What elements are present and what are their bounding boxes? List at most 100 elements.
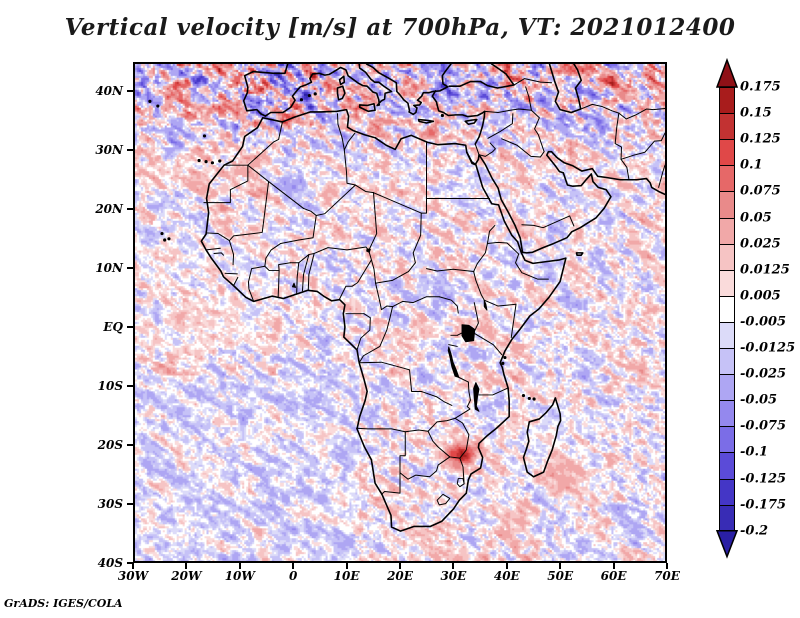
colorbar-label: -0.05	[740, 392, 778, 408]
island-dot	[307, 93, 311, 98]
country-border	[618, 107, 665, 120]
attribution-text: GrADS: IGES/COLA	[4, 597, 123, 610]
x-tick-label: 0	[289, 569, 298, 583]
colorbar-segment	[719, 504, 735, 533]
country-border	[247, 281, 255, 302]
island-dot	[148, 99, 152, 103]
colorbar-label: -0.075	[740, 418, 787, 434]
island-dot	[521, 393, 526, 398]
country-border	[530, 109, 545, 153]
lake	[483, 299, 488, 311]
y-axis-tick	[127, 149, 133, 152]
country-border	[356, 313, 371, 351]
country-border	[247, 265, 266, 283]
coastline	[522, 397, 562, 478]
x-axis-tick	[132, 563, 134, 569]
x-axis-tick	[399, 563, 401, 569]
coastline	[466, 150, 665, 254]
colorbar-bottom-arrow	[715, 529, 739, 559]
y-axis-tick	[127, 444, 133, 447]
country-border	[336, 113, 343, 139]
country-border	[420, 141, 427, 214]
colorbar-label: -0.175	[740, 497, 787, 513]
country-border	[399, 456, 451, 480]
country-border	[473, 332, 503, 356]
country-border	[449, 456, 461, 459]
country-border	[368, 192, 378, 251]
lake	[461, 324, 476, 343]
country-border	[483, 299, 517, 307]
map-frame	[133, 62, 667, 563]
x-tick-label: 70E	[654, 569, 680, 583]
x-axis-tick	[612, 563, 615, 569]
coastline	[242, 64, 393, 117]
country-border	[484, 108, 532, 114]
country-border	[420, 390, 453, 406]
colorbar-top-arrow	[715, 57, 739, 88]
country-border	[620, 132, 665, 160]
colorbar-label: 0.075	[740, 183, 781, 199]
colorbar-segment	[719, 426, 735, 454]
country-border	[510, 303, 517, 339]
x-axis-tick	[505, 563, 508, 569]
coastline	[336, 85, 346, 101]
country-border	[375, 262, 416, 284]
island-dot	[160, 231, 164, 236]
island-dot	[299, 98, 304, 102]
y-tick-label: 30N	[95, 143, 123, 158]
country-border	[448, 344, 458, 347]
colorbar-label: -0.005	[740, 314, 787, 330]
country-border	[233, 276, 239, 287]
country-border	[478, 142, 496, 157]
country-border	[521, 215, 571, 229]
country-border	[298, 214, 317, 241]
island-dot	[501, 361, 505, 365]
coastline	[431, 90, 486, 145]
country-border	[501, 138, 545, 158]
island-dot	[204, 160, 208, 164]
colorbar-label: 0.1	[740, 157, 763, 173]
colorbar-segment	[719, 191, 735, 219]
x-tick-label: 30E	[440, 569, 467, 583]
lake	[366, 248, 371, 253]
island-dot	[167, 237, 171, 241]
colorbar-label: 0.0125	[740, 262, 790, 278]
country-border	[515, 253, 549, 280]
country-border	[354, 184, 374, 194]
country-border	[380, 490, 401, 495]
lake	[447, 346, 460, 378]
colorbar-segment	[719, 295, 735, 324]
country-border	[358, 361, 422, 392]
country-border	[224, 272, 238, 275]
country-border	[307, 252, 315, 291]
country-border	[341, 137, 356, 186]
coastline	[448, 64, 515, 89]
country-border	[392, 296, 440, 308]
country-border	[487, 113, 514, 139]
colorbar-label: -0.2	[740, 523, 769, 539]
colorbar-label: -0.1	[740, 444, 769, 460]
country-border	[399, 431, 406, 494]
island-dot	[313, 92, 317, 96]
country-border	[264, 257, 267, 267]
island-dot	[163, 238, 167, 242]
coastline	[338, 75, 346, 86]
country-border	[513, 78, 553, 86]
y-tick-label: 40S	[97, 556, 123, 570]
colorbar-segment	[719, 374, 735, 402]
y-tick-label: 10S	[97, 379, 123, 394]
country-border	[614, 112, 630, 181]
island-dot	[218, 159, 222, 163]
country-border	[301, 254, 310, 292]
colorbar-label: 0.125	[740, 131, 781, 147]
colorbar-segment	[719, 87, 735, 115]
colorbar-label: -0.125	[740, 471, 787, 486]
country-border	[486, 241, 520, 255]
x-tick-label: 60E	[600, 569, 627, 583]
y-tick-label: EQ	[103, 320, 123, 335]
x-tick-label: 50E	[547, 569, 574, 583]
country-border	[265, 239, 300, 259]
x-axis-tick	[185, 563, 188, 569]
country-border	[478, 387, 509, 396]
